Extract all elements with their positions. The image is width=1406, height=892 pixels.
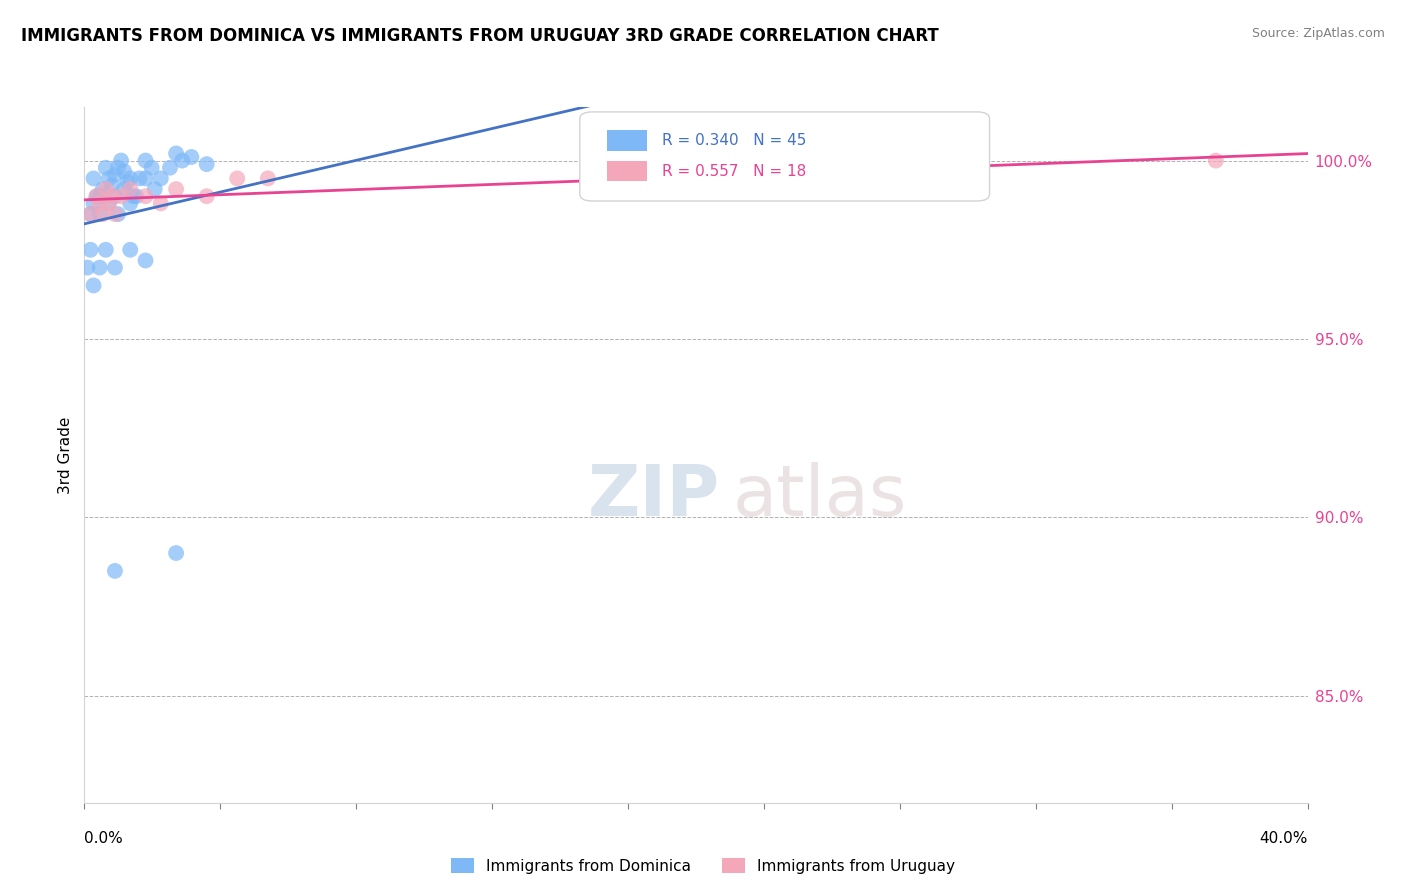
Point (120, 243, 142, 257)
Point (159, 161, 181, 175)
Point (110, 189, 132, 203)
Point (89, 207, 111, 221)
Point (97, 171, 120, 186)
Point (86, 189, 108, 203)
Point (120, 171, 142, 186)
Point (76, 260, 98, 275)
Point (89, 196, 111, 211)
Point (172, 153, 194, 168)
Point (195, 157, 218, 171)
Point (165, 146, 187, 161)
Point (107, 207, 129, 221)
Point (112, 182, 135, 196)
Point (110, 153, 132, 168)
Point (89, 260, 111, 275)
Point (91, 207, 114, 221)
Point (104, 564, 127, 578)
Point (135, 253, 157, 268)
Legend: Immigrants from Dominica, Immigrants from Uruguay: Immigrants from Dominica, Immigrants fro… (444, 852, 962, 880)
Point (89, 189, 111, 203)
Point (101, 178, 124, 193)
Point (125, 189, 148, 203)
Text: R = 0.557   N = 18: R = 0.557 N = 18 (662, 163, 806, 178)
Bar (606, 161, 647, 181)
Point (195, 189, 218, 203)
Point (83, 196, 105, 211)
Point (135, 189, 157, 203)
Point (115, 175, 138, 189)
Point (79, 207, 101, 221)
Point (94, 243, 117, 257)
Point (120, 196, 142, 211)
Point (107, 161, 129, 175)
Point (149, 196, 172, 211)
Text: 40.0%: 40.0% (1260, 830, 1308, 846)
Point (94, 161, 117, 175)
Text: IMMIGRANTS FROM DOMINICA VS IMMIGRANTS FROM URUGUAY 3RD GRADE CORRELATION CHART: IMMIGRANTS FROM DOMINICA VS IMMIGRANTS F… (21, 27, 939, 45)
Point (101, 189, 124, 203)
Point (104, 168, 127, 182)
Point (83, 278, 105, 293)
Point (685, 171, 707, 186)
Point (180, 150, 202, 164)
Point (91, 182, 114, 196)
Point (91, 189, 114, 203)
Point (135, 153, 157, 168)
Point (94, 182, 117, 196)
Point (122, 189, 145, 203)
Point (83, 171, 105, 186)
Point (143, 182, 166, 196)
Point (135, 171, 157, 186)
Point (165, 546, 187, 560)
Point (79, 207, 101, 221)
Text: Source: ZipAtlas.com: Source: ZipAtlas.com (1251, 27, 1385, 40)
Point (257, 171, 280, 186)
Text: R = 0.340   N = 45: R = 0.340 N = 45 (662, 133, 806, 148)
Point (112, 164, 135, 178)
Text: 0.0%: 0.0% (84, 830, 124, 846)
Point (104, 189, 127, 203)
Text: atlas: atlas (733, 462, 907, 531)
Point (149, 171, 172, 186)
Point (86, 189, 108, 203)
Point (104, 207, 127, 221)
Point (226, 171, 249, 186)
Point (120, 182, 142, 196)
Point (97, 196, 120, 211)
Point (104, 260, 127, 275)
FancyBboxPatch shape (579, 112, 990, 201)
Text: ZIP: ZIP (588, 462, 720, 531)
Point (128, 171, 150, 186)
Point (141, 161, 163, 175)
Point (79, 243, 101, 257)
Point (165, 182, 187, 196)
Bar (606, 130, 647, 151)
Point (97, 196, 120, 211)
Point (1205, 153, 1227, 168)
Y-axis label: 3rd Grade: 3rd Grade (58, 417, 73, 493)
